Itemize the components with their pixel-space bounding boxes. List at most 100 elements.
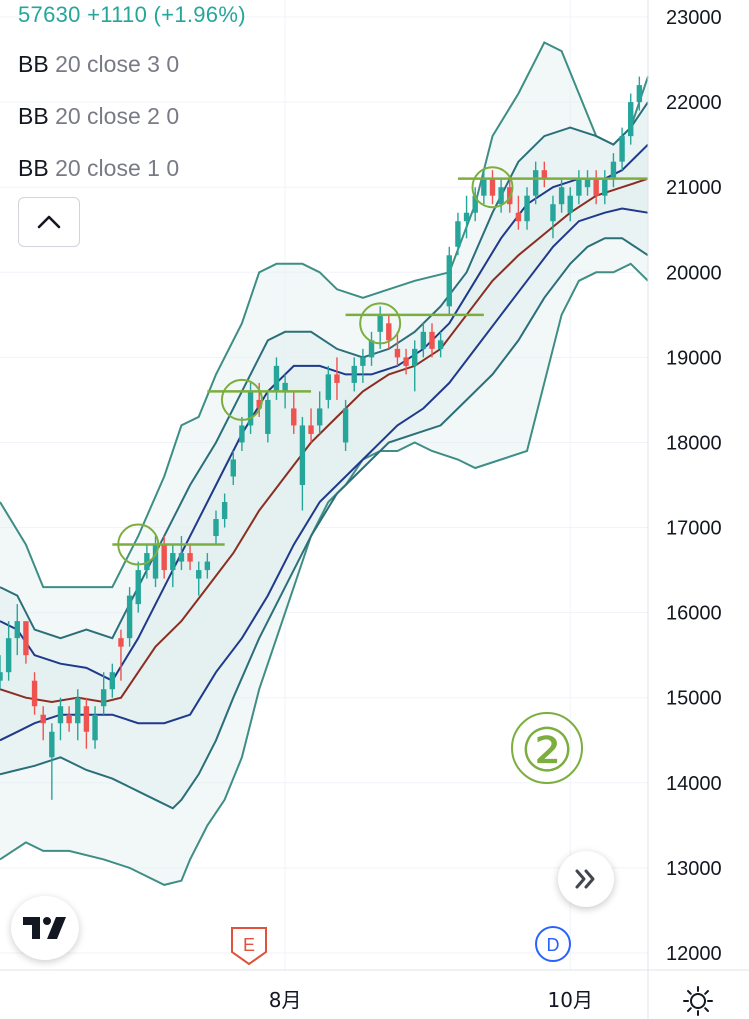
candle-body [100, 689, 107, 707]
tradingview-logo[interactable] [11, 896, 79, 960]
candle-body [118, 638, 124, 647]
sun-icon [683, 986, 713, 1016]
candle-body [567, 195, 573, 213]
candle-body [187, 553, 193, 562]
candle-body [394, 348, 401, 358]
candle-body [455, 221, 461, 247]
candle-body [558, 187, 565, 205]
price-axis[interactable]: 23000 22000 21000 20000 19000 18000 17000 16000… [666, 7, 722, 965]
annotation-number: ② [511, 712, 583, 786]
bb1-upper-line [0, 143, 649, 683]
candle-body [31, 680, 38, 707]
price-tick-label: 20000 [666, 262, 722, 284]
candle-body [636, 85, 643, 103]
candle-body [420, 331, 427, 349]
candle-body [593, 178, 599, 196]
bb2-upper-line [0, 101, 649, 640]
candle-body [14, 621, 20, 639]
candle-body [83, 706, 90, 732]
double-chevron-right-icon [575, 869, 595, 889]
annotation-circle [359, 302, 402, 345]
indicator-name: BB [18, 155, 49, 181]
candle-body [265, 399, 271, 434]
chevron-up-icon [37, 215, 61, 229]
indicator-params: 20 close 1 0 [55, 155, 180, 181]
annotation-circle [471, 166, 514, 209]
indicator-legend-bb1[interactable]: BB 20 close 1 0 [18, 155, 179, 182]
candle-body [429, 331, 435, 349]
candle-body [221, 502, 228, 520]
candle-body [610, 161, 617, 179]
candle-body [135, 570, 141, 605]
scroll-to-realtime-button[interactable] [558, 851, 614, 907]
candle-body [109, 672, 116, 690]
last-price: 57630 [18, 2, 81, 27]
dividend-marker[interactable]: D [535, 926, 571, 962]
candle-body [342, 408, 349, 443]
tradingview-logo-icon [23, 917, 66, 939]
candle-body [152, 544, 159, 579]
time-tick-label: 10月 [548, 988, 593, 1012]
candle-body [498, 187, 504, 205]
candle-body [463, 212, 470, 222]
price-change: +1110 (+1.96%) [87, 2, 246, 27]
candle-body [403, 357, 409, 366]
annotation-circle [117, 523, 160, 566]
candle-body [5, 638, 12, 673]
candle-body [360, 357, 366, 366]
candle-body [40, 714, 46, 724]
candle-body [282, 382, 288, 392]
bb3-upper-line [0, 41, 649, 589]
candle-body [584, 178, 591, 188]
indicator-name: BB [18, 103, 49, 129]
candle-body [437, 340, 444, 349]
band-fill-inner [0, 144, 648, 741]
candle-body [532, 170, 539, 196]
price-tick-label: 17000 [666, 518, 722, 540]
candle-body [170, 553, 176, 571]
indicator-legend-bb3[interactable]: BB 20 close 3 0 [18, 51, 179, 78]
candle-body [628, 102, 634, 137]
candle-body [377, 314, 383, 332]
price-tick-label: 16000 [666, 603, 722, 625]
candle-body [541, 170, 548, 179]
candle-body [386, 323, 392, 341]
candle-body [308, 425, 314, 434]
settings-button[interactable] [680, 983, 716, 1019]
candle-body [351, 365, 357, 383]
indicator-legend-bb2[interactable]: BB 20 close 2 0 [18, 103, 179, 130]
candle-body [316, 408, 323, 426]
band-fills [0, 42, 648, 885]
candle-body [178, 553, 185, 562]
candle-body [57, 706, 64, 724]
price-summary: 57630 +1110 (+1.96%) [18, 2, 246, 28]
candle-body [602, 178, 608, 196]
candlesticks [0, 76, 643, 800]
candle-body [213, 519, 219, 537]
collapse-legend-button[interactable] [18, 197, 80, 247]
candle-body [550, 204, 556, 222]
candle-body [325, 374, 332, 400]
earnings-marker[interactable]: E [231, 927, 267, 966]
time-tick-label: 8月 [269, 988, 302, 1012]
candle-body [412, 348, 418, 366]
candle-body [273, 365, 280, 392]
candle-body [619, 136, 625, 162]
candle-body [256, 399, 262, 409]
candle-body [368, 340, 375, 358]
candle-body [576, 178, 582, 196]
candle-body [66, 714, 72, 724]
earnings-marker-label: E [243, 935, 255, 955]
bb-basis-line [0, 177, 649, 704]
candle-body [299, 425, 306, 485]
indicator-name: BB [18, 51, 49, 77]
price-tick-label: 13000 [666, 858, 722, 880]
bb3-lower-line [0, 262, 649, 886]
candle-body [472, 195, 478, 213]
time-axis[interactable]: 8月 10月 [269, 988, 593, 1012]
indicator-params: 20 close 3 0 [55, 51, 180, 77]
candle-body [524, 195, 530, 222]
candle-body [446, 255, 452, 307]
candle-body [247, 391, 254, 426]
